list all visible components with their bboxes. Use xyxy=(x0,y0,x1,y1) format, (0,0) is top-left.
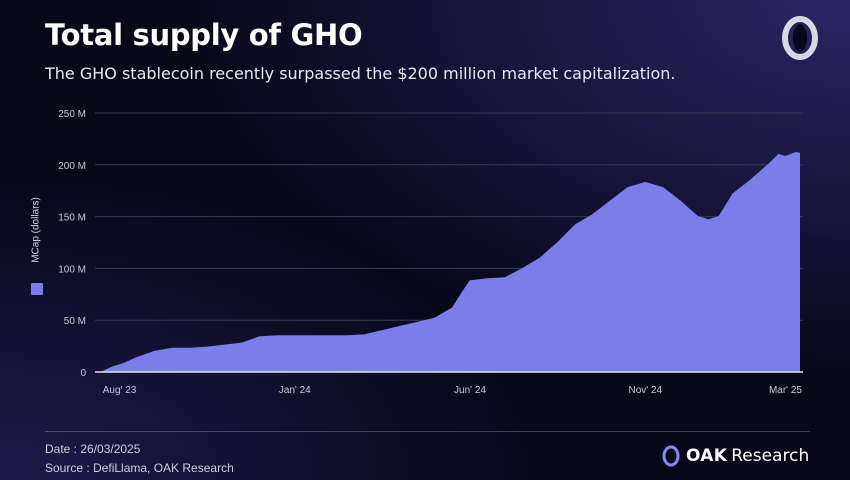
y-tick-label: 50 M xyxy=(64,316,86,327)
x-tick-label: Jan' 24 xyxy=(279,385,311,396)
brand-name: OAK xyxy=(686,446,728,466)
x-tick-label: Mar' 25 xyxy=(769,385,802,396)
x-tick-label: Aug' 23 xyxy=(103,385,137,396)
brand-suffix: Research xyxy=(731,446,810,466)
legend-swatch xyxy=(31,283,43,295)
chart-title: Total supply of GHO xyxy=(45,18,363,52)
footer-date: Date : 26/03/2025 xyxy=(45,442,141,456)
y-tick-label: 200 M xyxy=(58,161,86,172)
y-axis-label: MCap (dollars) xyxy=(30,197,42,263)
chart-subtitle: The GHO stablecoin recently surpassed th… xyxy=(45,64,676,83)
brand-logo: OAK Research xyxy=(662,445,809,467)
y-tick-label: 150 M xyxy=(58,213,86,224)
y-tick-label: 0 xyxy=(80,368,86,379)
oak-ring-logo-icon xyxy=(782,16,818,60)
y-tick-label: 250 M xyxy=(58,109,86,120)
y-tick-label: 100 M xyxy=(58,264,86,275)
series-area xyxy=(101,151,801,373)
x-tick-label: Jun' 24 xyxy=(454,385,486,396)
footer-divider xyxy=(45,431,810,432)
footer-source: Source : DefiLlama, OAK Research xyxy=(45,461,234,475)
x-tick-label: Nov' 24 xyxy=(628,385,662,396)
oak-brand-icon xyxy=(662,445,680,467)
chart-area: 0 50 M 100 M 150 M 200 M 250 M Aug' 23 Jan' 24 J… xyxy=(58,109,803,396)
